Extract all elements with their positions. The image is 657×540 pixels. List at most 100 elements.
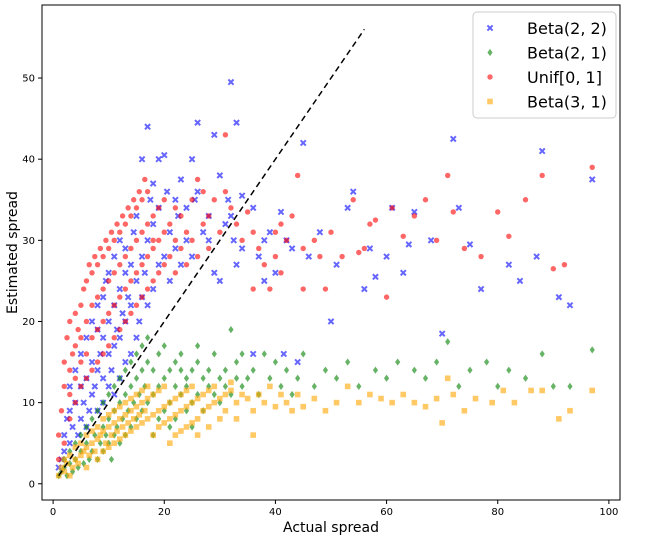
data-point-unif-0-1 xyxy=(172,205,179,211)
data-point-beta-3-1 xyxy=(69,464,76,471)
legend-item-beta-3-1: Beta(3, 1) xyxy=(487,93,607,112)
data-point-beta-2-1 xyxy=(372,366,379,374)
data-point-beta-3-1 xyxy=(103,440,109,446)
data-point-beta-2-1 xyxy=(172,358,178,366)
data-point-beta-2-2 xyxy=(149,220,157,228)
data-point-beta-2-2 xyxy=(66,383,74,390)
data-point-beta-2-2 xyxy=(133,334,140,342)
data-point-unif-0-1 xyxy=(80,286,87,292)
data-point-beta-2-1 xyxy=(67,447,73,455)
data-point-unif-0-1 xyxy=(144,253,151,260)
x-tick-label: 40 xyxy=(269,507,282,518)
data-point-beta-2-1 xyxy=(100,399,106,407)
data-point-unif-0-1 xyxy=(55,456,62,463)
data-point-beta-2-2 xyxy=(160,253,168,260)
data-point-beta-3-1 xyxy=(105,424,112,430)
data-point-unif-0-1 xyxy=(133,302,140,308)
data-point-beta-2-2 xyxy=(133,212,140,220)
data-point-beta-3-1 xyxy=(105,444,112,451)
data-point-beta-2-2 xyxy=(249,350,257,358)
data-point-beta-3-1 xyxy=(167,440,173,446)
data-point-unif-0-1 xyxy=(267,286,273,292)
data-point-beta-3-1 xyxy=(91,448,98,455)
data-point-unif-0-1 xyxy=(122,286,129,292)
data-point-beta-2-1 xyxy=(433,358,440,366)
data-point-beta-3-1 xyxy=(272,403,279,410)
data-point-beta-2-2 xyxy=(188,253,196,260)
data-point-unif-0-1 xyxy=(422,197,429,203)
data-point-beta-2-2 xyxy=(233,261,240,268)
data-point-beta-2-1 xyxy=(267,374,273,382)
data-point-beta-2-1 xyxy=(167,423,173,431)
data-point-beta-2-2 xyxy=(449,135,457,143)
data-point-unif-0-1 xyxy=(139,261,145,268)
data-point-beta-3-1 xyxy=(117,436,123,442)
data-point-beta-2-1 xyxy=(195,358,201,366)
data-point-beta-3-1 xyxy=(94,424,101,430)
data-point-unif-0-1 xyxy=(105,278,112,284)
legend-item-beta-2-1: Beta(2, 1) xyxy=(487,44,607,63)
data-point-beta-2-2 xyxy=(163,188,171,195)
data-point-beta-3-1 xyxy=(122,411,129,418)
data-point-beta-2-1 xyxy=(161,342,167,350)
data-point-beta-3-1 xyxy=(125,420,131,426)
data-point-beta-2-2 xyxy=(144,301,151,309)
data-point-beta-3-1 xyxy=(167,416,173,422)
tick-marks: 0 20 40 60 80 100 0 10 20 30 40 50 xyxy=(22,74,618,518)
data-point-beta-3-1 xyxy=(511,399,518,406)
data-point-beta-3-1 xyxy=(267,383,273,390)
data-point-beta-2-1 xyxy=(83,423,90,431)
data-point-beta-2-2 xyxy=(77,415,85,423)
data-point-beta-2-1 xyxy=(183,374,190,382)
data-point-unif-0-1 xyxy=(495,209,501,215)
legend-marker-beta-2-2 xyxy=(486,24,494,32)
data-point-beta-3-1 xyxy=(89,428,95,434)
data-point-beta-2-1 xyxy=(106,415,112,423)
data-point-beta-2-1 xyxy=(300,350,306,358)
data-point-beta-2-2 xyxy=(222,220,229,228)
data-point-unif-0-1 xyxy=(83,375,90,381)
data-point-beta-3-1 xyxy=(61,468,68,475)
y-tick-label: 20 xyxy=(22,317,35,328)
data-point-unif-0-1 xyxy=(522,197,529,203)
data-point-unif-0-1 xyxy=(111,270,117,276)
data-point-unif-0-1 xyxy=(89,302,95,308)
data-point-unif-0-1 xyxy=(250,286,256,292)
data-point-beta-2-1 xyxy=(233,358,240,366)
data-point-beta-2-1 xyxy=(206,366,212,374)
data-point-unif-0-1 xyxy=(67,318,73,325)
data-point-unif-0-1 xyxy=(83,278,90,284)
data-point-beta-2-1 xyxy=(211,390,217,399)
data-point-unif-0-1 xyxy=(72,375,79,381)
data-point-beta-2-2 xyxy=(60,448,68,455)
data-point-unif-0-1 xyxy=(178,245,184,252)
data-point-beta-3-1 xyxy=(117,403,123,410)
data-point-unif-0-1 xyxy=(283,237,290,244)
data-point-unif-0-1 xyxy=(133,205,140,211)
data-point-beta-2-2 xyxy=(80,399,87,406)
data-point-beta-3-1 xyxy=(539,387,545,394)
data-point-beta-2-2 xyxy=(333,261,340,268)
data-point-unif-0-1 xyxy=(367,221,373,227)
data-point-beta-2-2 xyxy=(127,301,135,309)
data-point-beta-3-1 xyxy=(489,399,495,406)
data-point-beta-2-1 xyxy=(172,382,178,390)
data-point-unif-0-1 xyxy=(278,270,284,276)
data-point-beta-2-2 xyxy=(122,358,129,366)
data-point-beta-2-2 xyxy=(210,131,218,139)
data-point-beta-2-2 xyxy=(194,188,201,195)
data-point-unif-0-1 xyxy=(111,237,117,244)
data-point-beta-2-2 xyxy=(124,293,132,301)
data-point-beta-2-1 xyxy=(289,390,295,399)
data-point-beta-3-1 xyxy=(86,452,93,459)
data-point-unif-0-1 xyxy=(206,245,212,252)
data-point-unif-0-1 xyxy=(506,233,512,239)
data-point-beta-2-1 xyxy=(106,390,112,399)
data-point-beta-2-1 xyxy=(128,358,134,366)
data-point-beta-3-1 xyxy=(378,395,384,402)
data-point-beta-3-1 xyxy=(589,387,596,394)
data-point-beta-3-1 xyxy=(58,464,65,471)
data-point-beta-2-1 xyxy=(217,399,223,407)
data-point-beta-2-1 xyxy=(395,358,401,366)
